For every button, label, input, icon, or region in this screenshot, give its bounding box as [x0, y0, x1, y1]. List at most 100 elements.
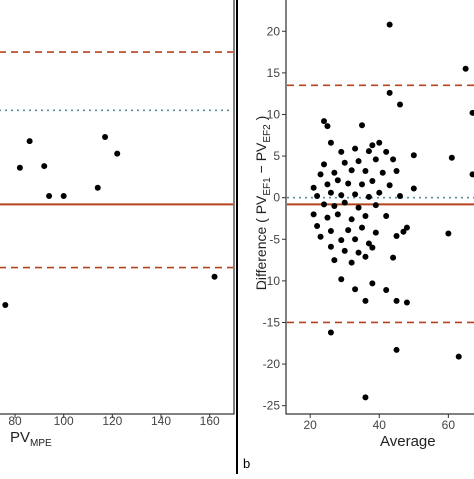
panel-a-data-point [102, 133, 109, 140]
panel-b-data-point [372, 156, 379, 163]
panel-a-data-point [114, 150, 121, 157]
panel-b-data-point [341, 159, 348, 166]
panel-b-data-point [390, 156, 397, 163]
panel-b-data-point [383, 212, 390, 219]
panel-b-data-point [403, 224, 410, 231]
panel-b-data-point [324, 181, 331, 188]
panel-b-data-point [393, 297, 400, 304]
panel-b-data-point [393, 232, 400, 239]
panel-b-data-point [355, 249, 362, 256]
panel-b-y-tick-label: -5 [269, 232, 280, 246]
panel-b-marks: 20 40 60 20 15 10 5 0 -5 -10 -15 -20 -25 [263, 21, 474, 432]
panel-b-data-point [321, 118, 327, 125]
panel-b-data-point [400, 228, 407, 235]
panel-b-data-point [383, 148, 390, 155]
panel-b-data-point [321, 161, 327, 168]
panel-b-data-point [310, 184, 317, 191]
panel-a-x-tick-label: 160 [200, 414, 220, 428]
panel-b-data-point [348, 259, 355, 266]
panel-b-data-point [345, 227, 352, 234]
panel-a-marks: 80 100 120 140 160 [0, 51, 233, 428]
panel-b-data-point [369, 142, 376, 149]
panel-a-x-tick-label: 120 [102, 414, 122, 428]
panel-b-data-point [469, 171, 474, 178]
panel-b-y-tick-label: 10 [267, 107, 281, 121]
panel-b-data-point [369, 244, 376, 251]
panel-b-data-point [383, 287, 390, 294]
panel-b-data-point [338, 192, 345, 199]
panel-b-y-tick-label: 20 [267, 24, 281, 38]
panel-a-data-point [41, 163, 48, 170]
panel-b-data-point [397, 193, 403, 200]
panel-b-y-tick-label: 0 [273, 191, 280, 205]
panel-b-data-point [334, 211, 341, 218]
panel-b-data-point [331, 257, 338, 264]
panel-b-data-point [393, 168, 400, 175]
panel-b-data-point [362, 253, 369, 260]
panel-b-data-point [403, 299, 410, 306]
panel-b-data-point [324, 123, 331, 130]
panel-a-data-point [26, 138, 33, 145]
panel-b-data-point [314, 193, 321, 200]
panel-b-xlabel: Average [380, 433, 436, 450]
panel-a-data-point [46, 193, 53, 200]
panel-b-data-point [331, 169, 338, 176]
panel-b-y-tick-label: -20 [263, 357, 281, 371]
panel-a-x-tick-label: 100 [54, 414, 74, 428]
panel-b-data-point [390, 254, 397, 261]
panel-b-data-point [448, 154, 455, 161]
panel-b-x-tick-label: 40 [373, 418, 387, 432]
panel-b-data-point [317, 233, 324, 240]
panel-b-data-point [327, 139, 334, 146]
panel-b-data-point [359, 181, 365, 188]
panel-b-data-point [338, 148, 345, 155]
panel-b-data-point [365, 240, 372, 247]
panel-b-data-point [362, 212, 369, 219]
panel-b-data-point [376, 189, 383, 196]
panel-b-data-point [338, 276, 345, 283]
panel-b-data-point [317, 171, 324, 178]
panel-b-data-point [321, 201, 327, 208]
panel-b-data-point [324, 214, 331, 221]
panel-b-data-point [348, 167, 355, 174]
panel-b-data-point [355, 204, 362, 211]
panel-b-data-point [365, 148, 372, 155]
panel-b-data-point [331, 203, 338, 209]
panel-b-frame [285, 0, 474, 415]
panel-b-data-point [376, 139, 383, 146]
panel-b-data-point [372, 229, 379, 236]
panel-b-data-point [462, 65, 469, 72]
panel-b-data-point [386, 89, 393, 96]
panel-b-data-point [327, 227, 334, 234]
panel-a-xlabel: PVMPE [10, 429, 52, 449]
panel-b-data-point [359, 224, 365, 231]
panel-b-data-point [341, 247, 348, 254]
panel-b-data-point [393, 346, 400, 353]
panel-b-y-tick-label: 5 [273, 149, 280, 163]
panel-b-data-point [310, 211, 317, 218]
panel-b-data-point [327, 189, 334, 196]
panel-b-data-point [352, 286, 359, 293]
panel-b-y-tick-label: -25 [263, 399, 281, 413]
panel-b-data-point [334, 177, 341, 184]
panel-b-data-point [352, 145, 359, 152]
panel-b-x-tick-label: 60 [442, 418, 456, 432]
panel-b-data-point [352, 191, 359, 198]
panel-a-x-tick-label: 80 [8, 414, 22, 428]
panel-b-label: b [243, 456, 250, 471]
panel-a-data-point [60, 193, 67, 200]
panel-b-y-tick-label: -10 [263, 274, 281, 288]
panel-a-data-point [16, 164, 23, 171]
panel-b-data-point [372, 202, 379, 209]
panel-b-data-point [445, 230, 452, 237]
panel-b-data-point [379, 169, 386, 176]
panel-a-frame [0, 0, 235, 415]
panel-b-y-tick-label: 15 [267, 66, 281, 80]
panel-a-data-point [211, 273, 218, 280]
panel-b-data-point [369, 178, 376, 185]
panel-b-data-point [362, 394, 369, 401]
panel-b-data-point [410, 152, 417, 159]
panel-b-data-point [359, 122, 365, 129]
